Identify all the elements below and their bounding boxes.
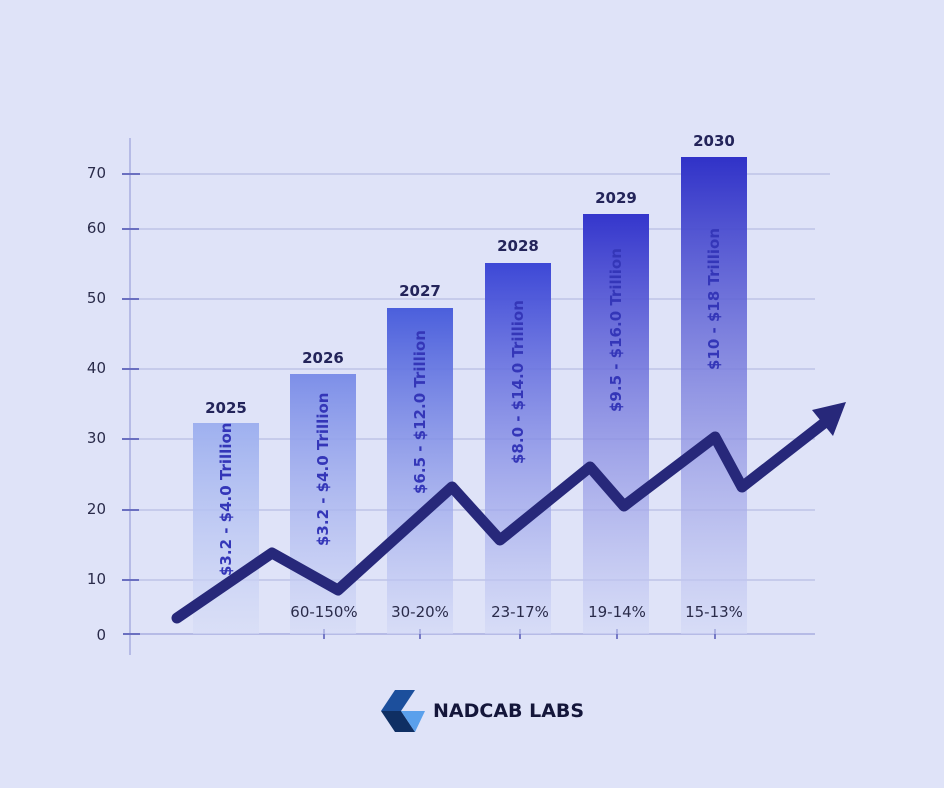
y-tick-10: 10 xyxy=(86,570,106,588)
y-tick-60: 60 xyxy=(86,219,106,237)
year-label-2026: 2026 xyxy=(302,349,344,367)
y-tick-40: 40 xyxy=(86,359,106,377)
bar-value-2026: $3.2 - $4.0 Trillion xyxy=(314,392,332,546)
growth-label-2: 30-20% xyxy=(391,603,449,621)
year-label-2030: 2030 xyxy=(693,132,735,150)
y-tick-0: 0 xyxy=(96,626,106,644)
growth-label-5: 15-13% xyxy=(685,603,743,621)
year-label-2028: 2028 xyxy=(497,237,539,255)
y-tick-30: 30 xyxy=(86,429,106,447)
year-label-2025: 2025 xyxy=(205,399,247,417)
bar-value-2027: $6.5 - $12.0 Trillion xyxy=(411,330,429,494)
bar-value-2028: $8.0 - $14.0 Trillion xyxy=(509,300,527,464)
y-axis-ticks xyxy=(122,173,140,635)
year-label-2029: 2029 xyxy=(595,189,637,207)
bar-2027 xyxy=(387,308,453,634)
bar-2029 xyxy=(583,214,649,634)
brand-name: NADCAB LABS xyxy=(433,700,585,722)
growth-label-1: 60-150% xyxy=(290,603,358,621)
y-tick-50: 50 xyxy=(86,289,106,307)
trend-line xyxy=(171,414,834,624)
year-label-2027: 2027 xyxy=(399,282,441,300)
brand-logo: NADCAB LABS xyxy=(381,690,584,732)
nadcab-logo-icon xyxy=(381,690,425,732)
growth-label-3: 23-17% xyxy=(491,603,549,621)
bar-2030 xyxy=(681,157,747,634)
growth-label-4: 19-14% xyxy=(588,603,646,621)
y-tick-70: 70 xyxy=(86,164,106,182)
bar-2028 xyxy=(485,263,551,634)
bar-value-2030: $10 - $18 Trillion xyxy=(705,227,723,370)
bar-value-2025: $3.2 - $4.0 Trillion xyxy=(217,422,235,576)
bar-value-2029: $9.5 - $16.0 Trillion xyxy=(607,248,625,412)
trend-arrow-head-icon xyxy=(812,402,846,436)
y-tick-20: 20 xyxy=(86,500,106,518)
